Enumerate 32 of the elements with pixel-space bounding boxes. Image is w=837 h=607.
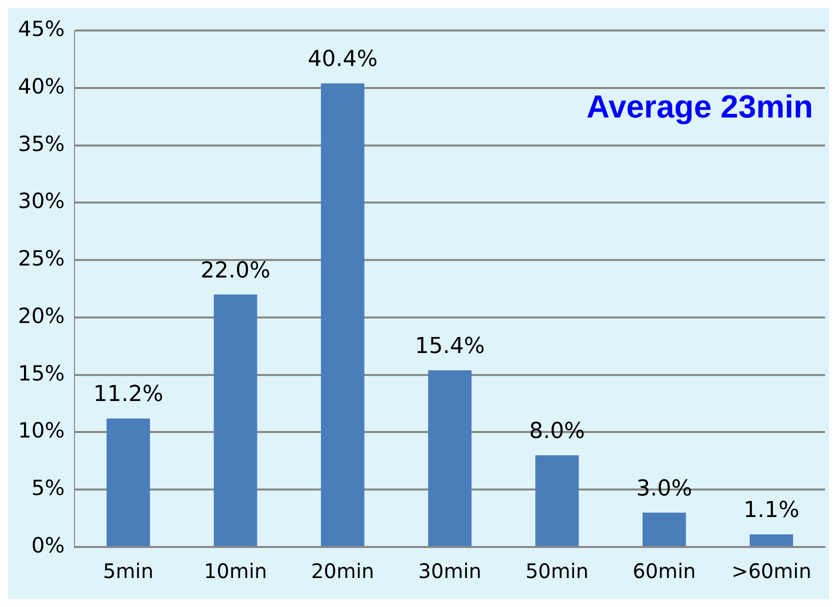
x-tick-label: 30min [418,559,482,584]
annotation: Average 23min [586,88,813,124]
data-label: 8.0% [529,418,585,444]
data-label: 40.4% [308,47,378,72]
data-label: 15.4% [414,334,485,359]
data-label: 22.0% [200,258,270,284]
x-tick-label: 60min [632,559,696,584]
y-tick-label: 20% [18,304,65,328]
x-tick-label: 50min [525,559,589,584]
y-tick-label: 0% [31,533,65,558]
bar [750,534,794,546]
data-label: 1.1% [743,498,800,524]
y-tick-label: 25% [18,246,65,271]
x-tick-label: 10min [204,559,268,584]
y-tick-label: 10% [18,418,65,443]
y-tick-label: 45% [18,17,65,42]
bar [535,455,579,546]
x-tick-label: >60min [731,559,812,584]
x-tick-label: 5min [103,559,154,584]
bar [320,83,364,546]
bar [106,418,150,546]
y-tick-label: 5% [31,476,65,500]
bar [642,512,686,546]
data-label: 11.2% [93,382,164,408]
bar [214,294,258,546]
y-tick-label: 35% [18,132,65,156]
y-tick-label: 40% [18,74,65,98]
x-tick-label: 20min [311,559,374,584]
y-tick-label: 15% [18,361,65,386]
y-tick-label: 30% [18,189,65,214]
bar [428,370,472,546]
data-label: 3.0% [636,476,692,502]
